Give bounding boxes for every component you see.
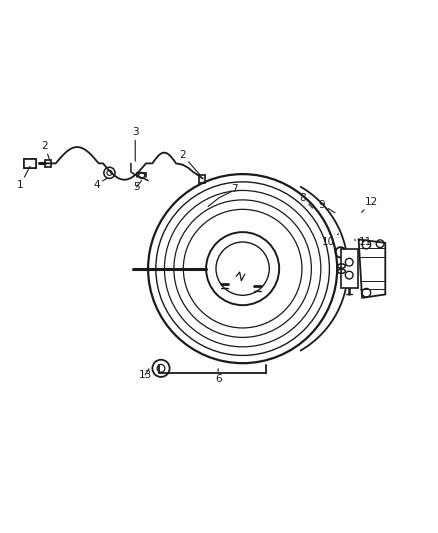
- Text: 8: 8: [300, 193, 313, 208]
- Text: 6: 6: [215, 369, 222, 384]
- Text: 2: 2: [42, 141, 49, 159]
- Text: 10: 10: [322, 234, 339, 247]
- Text: 5: 5: [133, 181, 141, 192]
- Text: 4: 4: [93, 178, 107, 190]
- Text: 2: 2: [179, 150, 200, 174]
- Text: 11: 11: [354, 237, 372, 247]
- Text: 9: 9: [319, 200, 335, 213]
- Text: 13: 13: [138, 369, 152, 380]
- FancyBboxPatch shape: [341, 249, 358, 288]
- Text: 3: 3: [132, 127, 138, 161]
- Text: 1: 1: [17, 166, 30, 190]
- Text: 12: 12: [362, 197, 378, 212]
- Text: 7: 7: [231, 184, 237, 194]
- FancyBboxPatch shape: [24, 159, 36, 168]
